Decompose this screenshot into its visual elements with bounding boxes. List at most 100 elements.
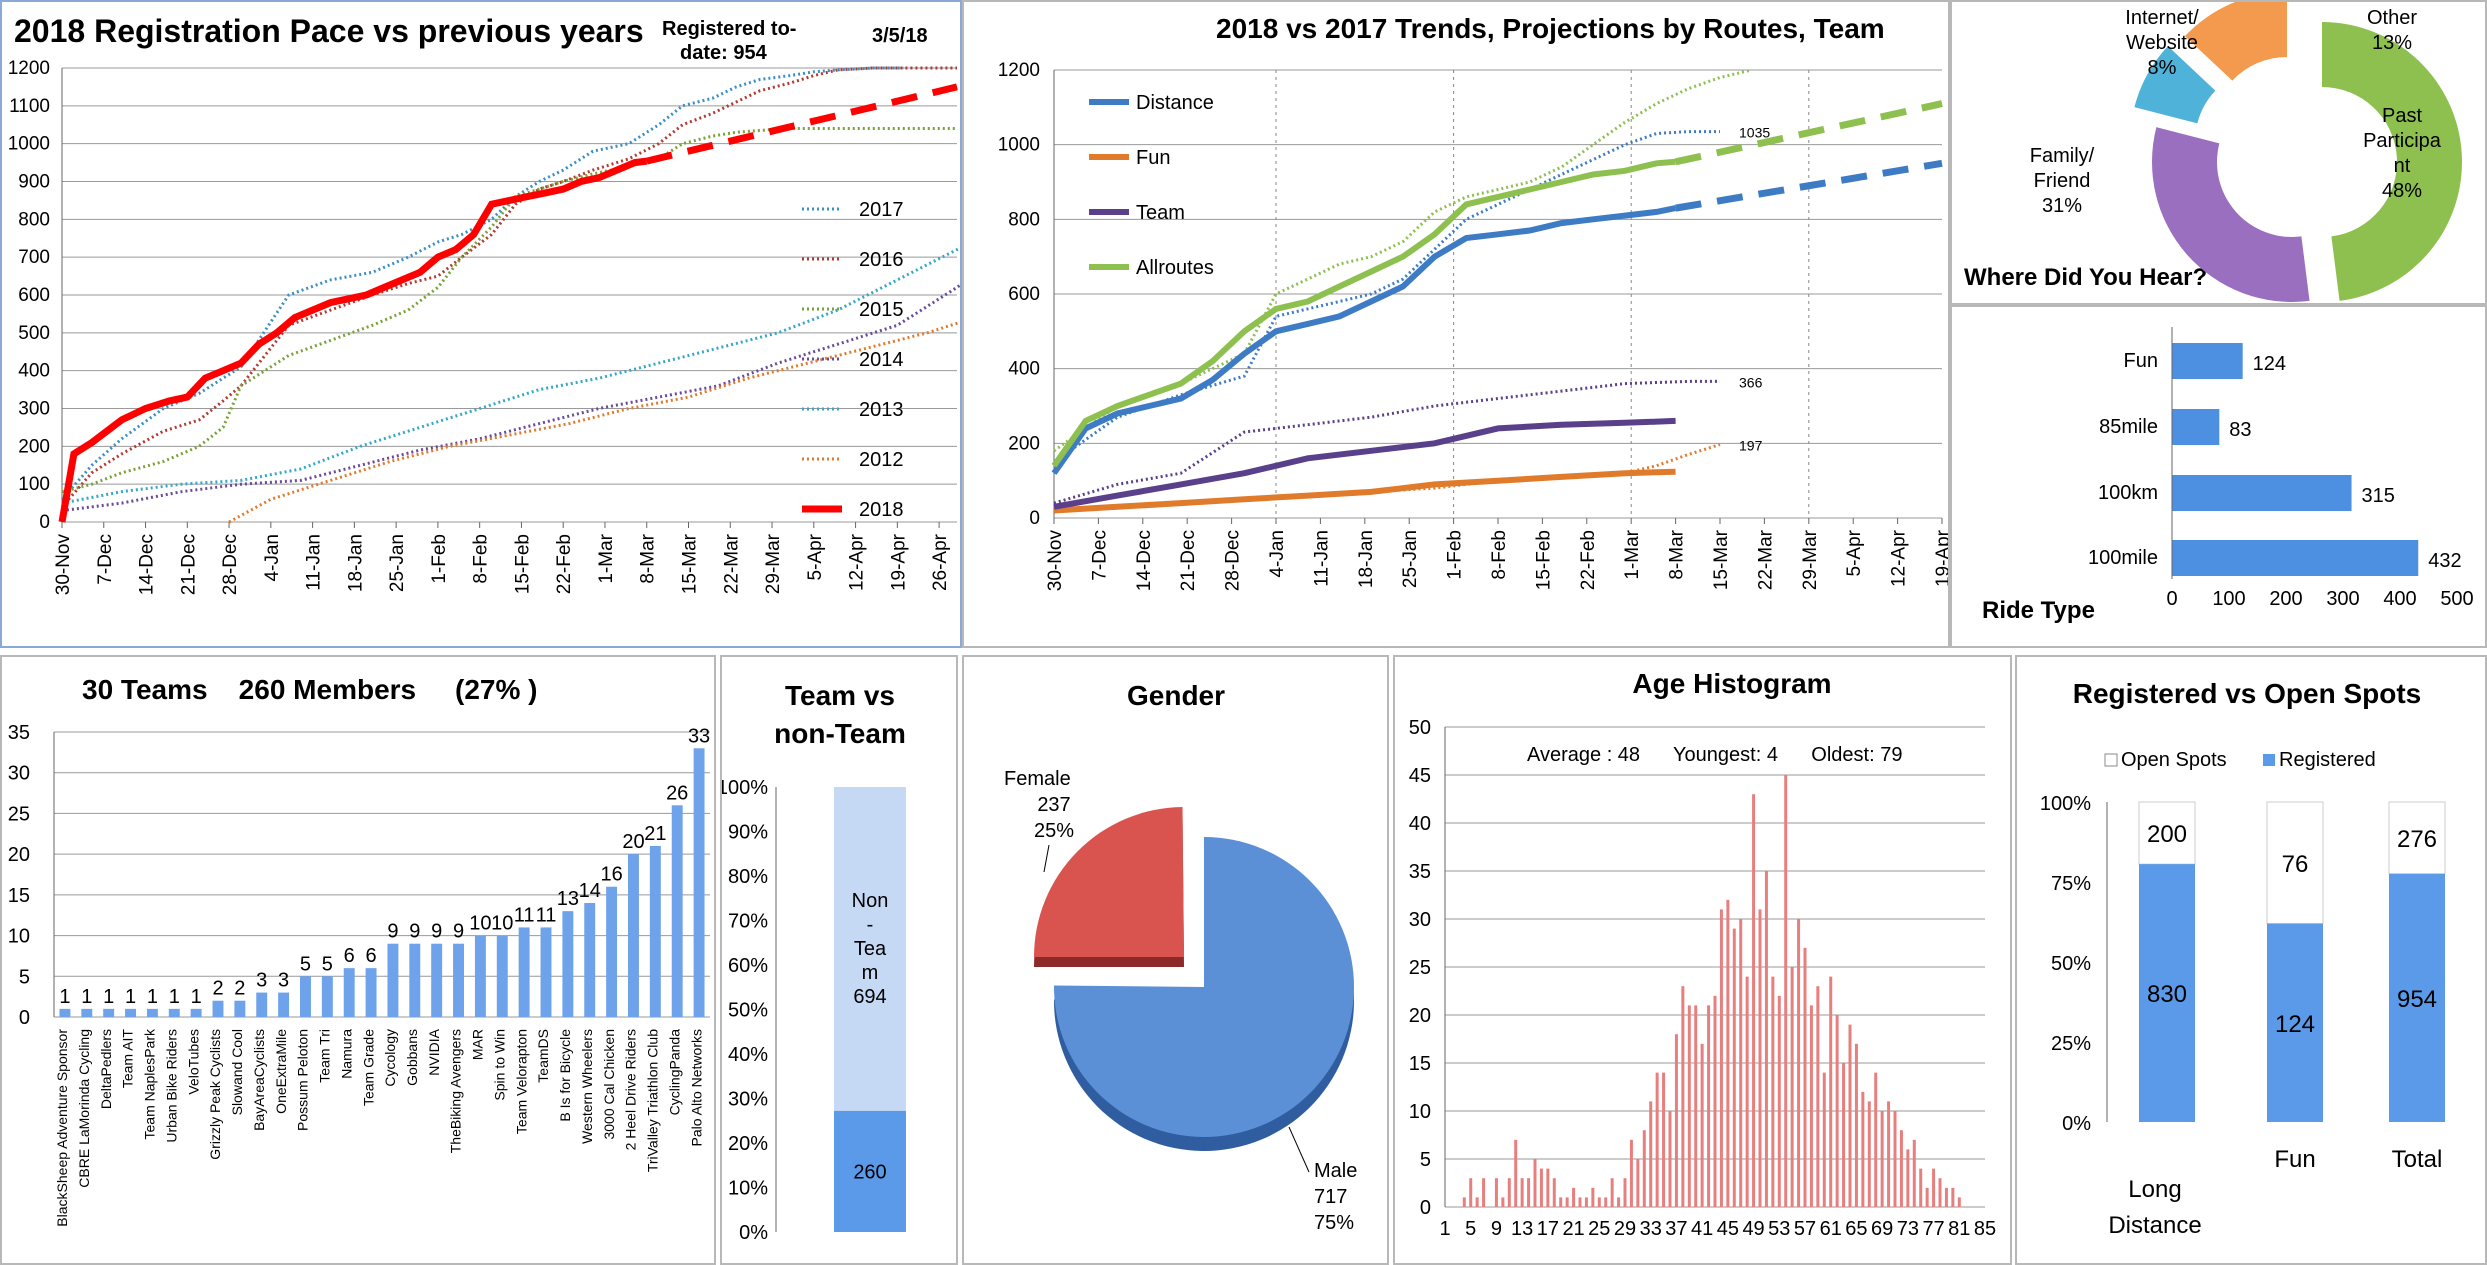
trends-chart: 2018 vs 2017 Trends, Projections by Rout… xyxy=(998,13,1948,591)
bar xyxy=(1668,1111,1672,1207)
bar xyxy=(1636,1159,1640,1207)
y-tick-label: 30 xyxy=(1409,909,1431,931)
y-tick-label: 0% xyxy=(2062,1113,2091,1135)
y-tick-label: 100% xyxy=(722,777,768,799)
x-tick-label: 22-Mar xyxy=(721,533,742,594)
x-tick-label: 22-Feb xyxy=(1578,530,1599,590)
category-label: Total xyxy=(2392,1146,2443,1173)
y-tick-label: 30 xyxy=(8,763,30,785)
x-tick-label: 7-Dec xyxy=(1089,530,1110,581)
trends-title: 2018 vs 2017 Trends, Projections by Rout… xyxy=(1216,13,1885,44)
bar xyxy=(1597,1197,1601,1207)
y-tick-label: 60% xyxy=(728,955,768,977)
bar xyxy=(212,1000,224,1017)
x-tick-label: 1-Feb xyxy=(429,534,450,584)
x-tick-label: 1-Mar xyxy=(596,533,617,583)
bar xyxy=(584,903,596,1017)
value-label: 9 xyxy=(387,921,398,943)
y-tick-label: 0 xyxy=(19,1007,30,1029)
bar xyxy=(1726,899,1730,1207)
y-tick-label: 500 xyxy=(18,323,50,344)
x-tick-label: 9 xyxy=(1491,1218,1502,1240)
x-tick-label: 53 xyxy=(1768,1218,1790,1240)
value-label: 432 xyxy=(2428,550,2461,572)
pie-slice-female xyxy=(1034,807,1184,957)
x-tick-label: 81 xyxy=(1948,1218,1970,1240)
trends-panel: 2018 vs 2017 Trends, Projections by Rout… xyxy=(962,0,1950,648)
bar xyxy=(1848,1024,1852,1207)
bar xyxy=(1758,909,1762,1207)
x-tick-label: 26-Apr xyxy=(930,533,951,591)
teamvs-title-2: non-Team xyxy=(774,718,906,749)
bar xyxy=(278,992,290,1017)
y-tick-label: 45 xyxy=(1409,765,1431,787)
registered-label: 124 xyxy=(2275,1011,2315,1038)
bar xyxy=(1887,1101,1891,1207)
x-tick-label: 21 xyxy=(1562,1218,1584,1240)
legend-label: 2015 xyxy=(859,299,904,321)
donut-slice xyxy=(2152,127,2310,302)
donut-label: 8% xyxy=(2148,57,2177,79)
donut-label: 13% xyxy=(2372,32,2412,54)
x-tick-label: 15-Mar xyxy=(1711,529,1732,590)
bar xyxy=(1520,1178,1524,1207)
ridetype-chart: Ride Type Fun 124 85mile 83 100km 315 100mile 4… xyxy=(1982,327,2474,624)
series-line xyxy=(1053,417,1676,510)
category-label: 3000 Cal Chicken xyxy=(601,1029,617,1140)
value-label: 1 xyxy=(103,986,114,1008)
x-tick-label: 29-Mar xyxy=(763,533,784,594)
label-female-name: Female xyxy=(1004,768,1071,790)
value-label: 11 xyxy=(514,904,535,926)
bar xyxy=(1899,1130,1903,1207)
y-tick-label: 5 xyxy=(19,966,30,988)
x-tick-label: 61 xyxy=(1820,1218,1842,1240)
bar xyxy=(1514,1139,1518,1207)
bar xyxy=(431,943,443,1017)
bar xyxy=(1565,1197,1569,1207)
bar xyxy=(1507,1178,1511,1207)
teamvs-panel: Team vs non-Team 0% 10% 20% 30% 40% 50% 60% 70%… xyxy=(720,655,958,1265)
value-label: 1 xyxy=(125,986,136,1008)
value-label: 1 xyxy=(147,986,158,1008)
bar xyxy=(1501,1197,1505,1207)
value-label: 9 xyxy=(453,921,464,943)
x-tick-label: 19-Apr xyxy=(888,533,909,591)
bar xyxy=(1784,775,1788,1207)
y-tick-label: 10% xyxy=(728,1178,768,1200)
y-tick-label: 900 xyxy=(18,172,50,193)
bar xyxy=(1854,1043,1858,1207)
x-tick-label: 1-Feb xyxy=(1445,530,1466,580)
x-tick-label: 300 xyxy=(2326,588,2359,610)
bar xyxy=(1623,1178,1627,1207)
comparison-line xyxy=(1053,443,1721,512)
x-tick-label: 8-Feb xyxy=(1489,530,1510,580)
donut-label: nt xyxy=(2394,155,2411,177)
bar xyxy=(409,943,421,1017)
age-chart: Age Histogram Average : 48 Youngest: 4 O… xyxy=(1409,668,1996,1240)
category-label: Grizzly Peak Cyclists xyxy=(207,1029,223,1160)
bar xyxy=(1700,1043,1704,1207)
bar xyxy=(1764,871,1768,1207)
bar xyxy=(300,976,311,1017)
x-tick-label: 12-Apr xyxy=(1889,529,1910,587)
bar xyxy=(1906,1149,1910,1207)
bar xyxy=(2172,409,2220,445)
y-tick-label: 10 xyxy=(8,926,30,948)
bar xyxy=(1642,1130,1646,1207)
teamvs-chart: Team vs non-Team 0% 10% 20% 30% 40% 50% 60% 70%… xyxy=(722,680,906,1244)
x-tick-label: 77 xyxy=(1922,1218,1944,1240)
age-panel: Age Histogram Average : 48 Youngest: 4 O… xyxy=(1393,655,2012,1265)
spots-panel: Registered vs Open Spots 0% 25% 50% 75% 100%… xyxy=(2015,655,2487,1265)
value-label: 1 xyxy=(169,986,180,1008)
category-label: TeamDS xyxy=(535,1029,551,1083)
y-tick-label: 20 xyxy=(8,844,30,866)
bar xyxy=(103,1008,115,1017)
bar xyxy=(1662,1072,1666,1207)
bar xyxy=(1790,967,1794,1207)
label-male-count: 717 xyxy=(1314,1186,1347,1208)
bar xyxy=(1655,1072,1659,1207)
value-label: 13 xyxy=(557,888,579,910)
team-label: 260 xyxy=(853,1161,886,1183)
projection-line xyxy=(1675,159,1943,212)
x-tick-label: 25 xyxy=(1588,1218,1610,1240)
